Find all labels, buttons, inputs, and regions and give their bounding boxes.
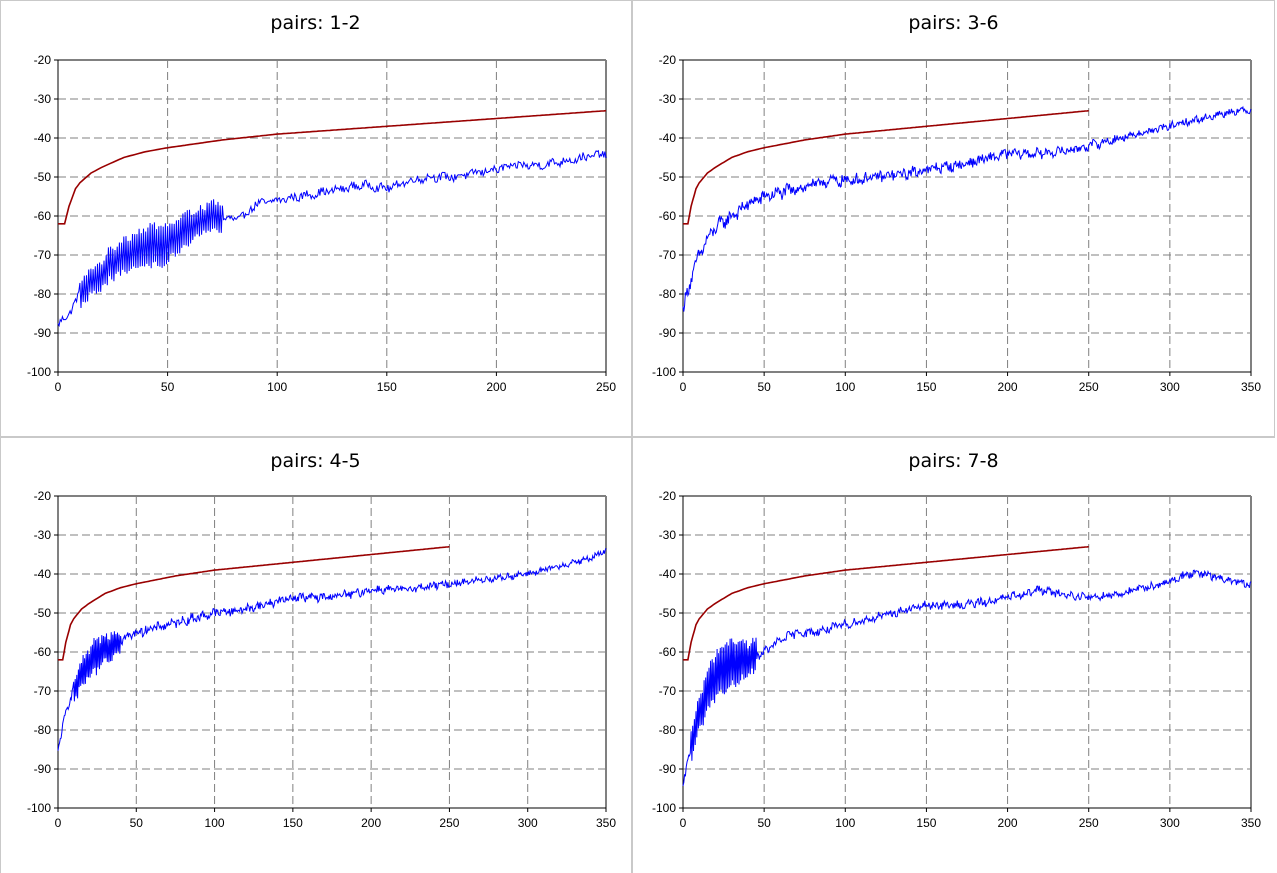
chart-title: pairs: 4-5: [270, 450, 361, 472]
y-tick-label: -40: [34, 567, 52, 581]
chart-title: pairs: 7-8: [908, 450, 999, 472]
chart-cell-1: pairs: 1-2 -20 -30 -40 -50 -60 -70 -80 -90 -100 0…: [0, 0, 631, 436]
x-tick-label: 250: [439, 816, 459, 830]
x-tick-label: 300: [518, 816, 538, 830]
x-tick-label: 50: [757, 380, 771, 394]
measured-line: [682, 569, 1252, 787]
x-tick-label: 100: [835, 380, 855, 394]
chart-title: pairs: 1-2: [270, 12, 361, 34]
x-tick-label: 350: [1241, 380, 1261, 394]
y-tick-label: -40: [659, 131, 677, 145]
y-tick-label: -20: [34, 53, 52, 67]
gridlines: [58, 60, 606, 372]
y-tick-label: -90: [34, 762, 52, 776]
x-tick-label: 300: [1160, 380, 1180, 394]
x-tick-label: 200: [998, 380, 1018, 394]
chart-cell-3: pairs: 4-5 -20 -30 -40 -50 -60 -70 -80 -90 -100 0…: [0, 438, 631, 873]
y-tick-label: -50: [659, 606, 677, 620]
limit-line: [58, 545, 450, 661]
y-tick-label: -50: [34, 606, 52, 620]
line-chart: -20 -30 -40 -50 -60 -70 -80 -90 -100 0 50 100 150 200…: [27, 489, 616, 830]
y-tick-label: -70: [659, 684, 677, 698]
chart-cell-4: pairs: 7-8 -20 -30 -40 -50 -60 -70 -80 -90 -100 0…: [633, 438, 1274, 873]
y-tick-label: -20: [659, 489, 677, 503]
x-tick-label: 50: [130, 816, 144, 830]
y-tick-label: -40: [659, 567, 677, 581]
y-tick-label: -80: [659, 723, 677, 737]
measured-line: [57, 548, 607, 751]
x-tick-label: 0: [55, 380, 62, 394]
line-chart: -20 -30 -40 -50 -60 -70 -80 -90 -100 0 50 100 150 200…: [652, 489, 1261, 830]
x-tick-label: 100: [835, 816, 855, 830]
divider-horizontal: [0, 436, 1275, 438]
y-tick-label: -80: [34, 723, 52, 737]
x-tick-label: 350: [596, 816, 616, 830]
y-tick-label: -100: [652, 801, 676, 815]
x-tick-label: 100: [267, 380, 287, 394]
y-tick-label: -20: [659, 53, 677, 67]
plot-area: [58, 60, 606, 372]
y-tick-label: -100: [27, 801, 51, 815]
border-right: [1274, 0, 1275, 436]
x-tick-label: 0: [55, 816, 62, 830]
x-tick-label: 100: [205, 816, 225, 830]
y-tick-label: -60: [34, 209, 52, 223]
y-tick-label: -20: [34, 489, 52, 503]
y-tick-label: -50: [34, 170, 52, 184]
border-top: [0, 0, 1275, 1]
plot-area: [58, 496, 606, 808]
x-tick-label: 150: [377, 380, 397, 394]
x-tick-label: 50: [757, 816, 771, 830]
x-tick-label: 350: [1241, 816, 1261, 830]
x-tick-label: 0: [680, 380, 687, 394]
y-tick-label: -60: [659, 209, 677, 223]
border-left: [0, 0, 1, 873]
x-tick-label: 50: [161, 380, 175, 394]
y-tick-label: -100: [652, 365, 676, 379]
y-tick-label: -70: [34, 684, 52, 698]
y-tick-label: -30: [34, 92, 52, 106]
chart-cell-2: pairs: 3-6 -20 -30 -40 -50 -60 -70 -80 -90 -100 0…: [633, 0, 1274, 436]
y-tick-label: -90: [659, 326, 677, 340]
measured-line: [57, 149, 607, 328]
y-tick-label: -70: [34, 248, 52, 262]
y-tick-label: -30: [659, 92, 677, 106]
y-tick-label: -60: [34, 645, 52, 659]
y-tick-label: -30: [34, 528, 52, 542]
line-chart: -20 -30 -40 -50 -60 -70 -80 -90 -100 0 50 100 150 200…: [652, 53, 1261, 394]
y-tick-label: -50: [659, 170, 677, 184]
x-tick-label: 200: [361, 816, 381, 830]
y-tick-label: -30: [659, 528, 677, 542]
x-tick-label: 150: [916, 380, 936, 394]
gridlines: [683, 496, 1251, 808]
x-tick-label: 150: [916, 816, 936, 830]
x-tick-label: 150: [283, 816, 303, 830]
y-tick-label: -90: [34, 326, 52, 340]
y-tick-label: -70: [659, 248, 677, 262]
limit-line: [58, 109, 607, 225]
x-tick-label: 0: [680, 816, 687, 830]
x-tick-label: 250: [596, 380, 616, 394]
x-tick-label: 300: [1160, 816, 1180, 830]
gridlines: [58, 496, 606, 808]
limit-line: [683, 545, 1089, 661]
measured-line: [682, 105, 1252, 312]
x-tick-label: 250: [1079, 816, 1099, 830]
chart-title: pairs: 3-6: [908, 12, 999, 34]
x-tick-label: 200: [486, 380, 506, 394]
y-tick-label: -60: [659, 645, 677, 659]
y-tick-label: -40: [34, 131, 52, 145]
y-tick-label: -80: [659, 287, 677, 301]
limit-line: [683, 109, 1089, 225]
x-tick-label: 200: [998, 816, 1018, 830]
y-tick-label: -90: [659, 762, 677, 776]
x-tick-label: 250: [1079, 380, 1099, 394]
y-tick-label: -100: [27, 365, 51, 379]
line-chart: -20 -30 -40 -50 -60 -70 -80 -90 -100 0 50 100 150 200…: [27, 53, 616, 394]
gridlines: [683, 60, 1251, 372]
y-tick-label: -80: [34, 287, 52, 301]
